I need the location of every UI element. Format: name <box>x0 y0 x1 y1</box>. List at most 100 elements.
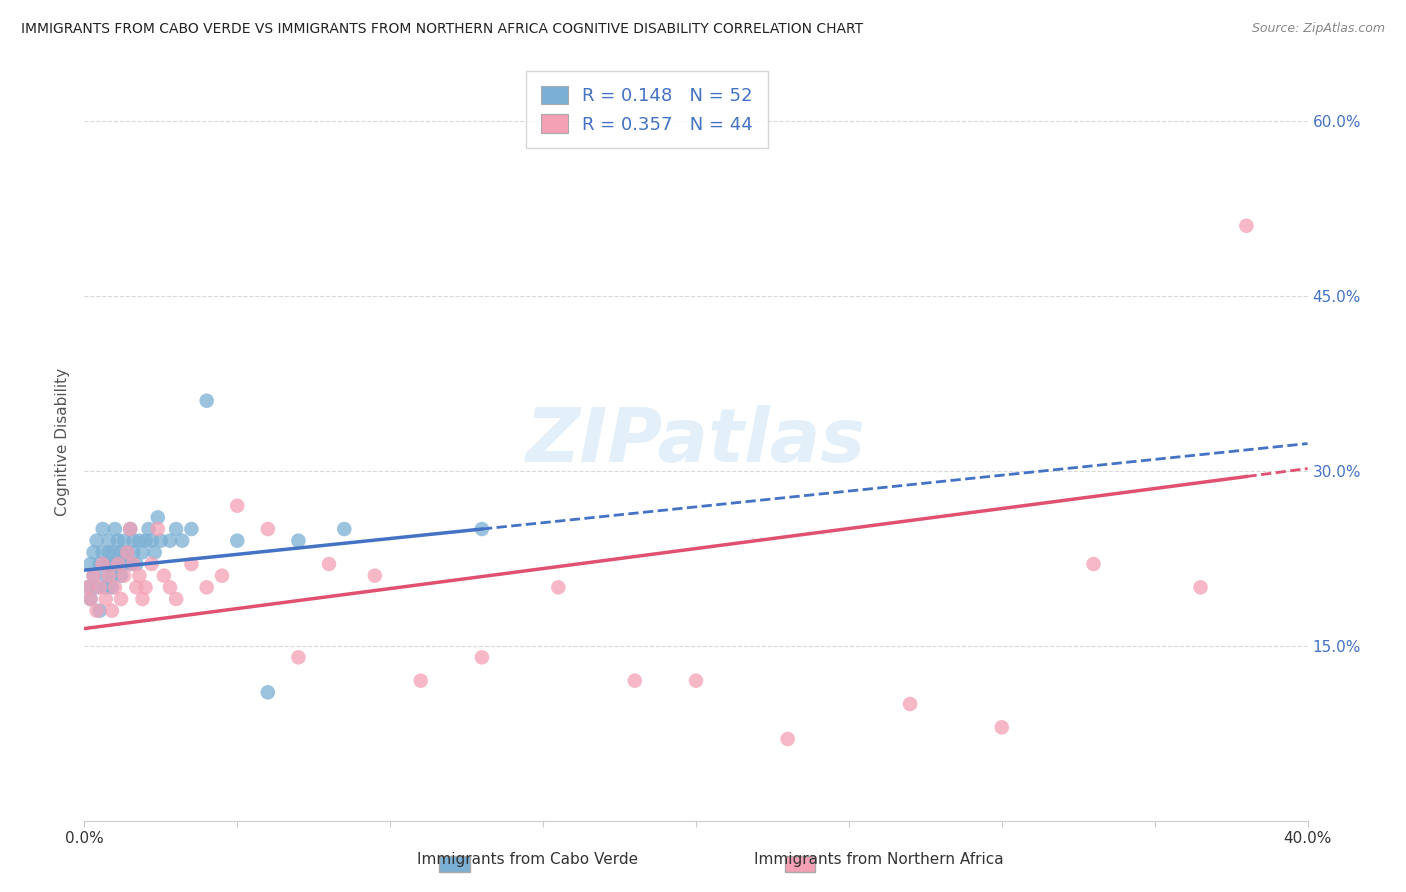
Point <box>110 545 132 559</box>
Point <box>79 592 101 607</box>
Point <box>110 592 132 607</box>
Point <box>101 580 124 594</box>
Point <box>76 580 98 594</box>
Legend: R = 0.148   N = 52, R = 0.357   N = 44: R = 0.148 N = 52, R = 0.357 N = 44 <box>526 71 768 148</box>
Point <box>333 522 356 536</box>
Point <box>89 580 111 594</box>
Point <box>143 545 166 559</box>
Point <box>547 580 569 594</box>
Text: ZIPatlas: ZIPatlas <box>526 405 866 478</box>
Point <box>409 673 432 688</box>
Point <box>318 557 340 571</box>
Text: Immigrants from Cabo Verde: Immigrants from Cabo Verde <box>416 852 638 867</box>
Point <box>172 533 194 548</box>
Point <box>94 557 117 571</box>
Point <box>125 580 148 594</box>
Point <box>107 533 129 548</box>
Point <box>149 533 172 548</box>
Point <box>101 568 124 582</box>
Point <box>79 592 101 607</box>
Point <box>94 568 117 582</box>
Point <box>115 545 138 559</box>
Point <box>83 568 105 582</box>
Point <box>110 568 132 582</box>
Point <box>165 592 187 607</box>
Point <box>115 545 138 559</box>
Point <box>128 533 150 548</box>
Point <box>94 580 117 594</box>
Point <box>1189 580 1212 594</box>
Point <box>89 557 111 571</box>
Point <box>112 568 135 582</box>
Point <box>89 604 111 618</box>
Point <box>122 545 145 559</box>
Text: Immigrants from Northern Africa: Immigrants from Northern Africa <box>754 852 1004 867</box>
Point <box>131 592 153 607</box>
Point <box>146 510 169 524</box>
Point <box>94 592 117 607</box>
Point <box>287 533 309 548</box>
Point <box>159 580 181 594</box>
Point <box>91 545 114 559</box>
Point <box>86 580 108 594</box>
Point <box>122 533 145 548</box>
Point <box>257 685 280 699</box>
Point <box>1083 557 1105 571</box>
Point <box>97 545 120 559</box>
Text: IMMIGRANTS FROM CABO VERDE VS IMMIGRANTS FROM NORTHERN AFRICA COGNITIVE DISABILI: IMMIGRANTS FROM CABO VERDE VS IMMIGRANTS… <box>21 22 863 37</box>
Point <box>122 557 145 571</box>
Point <box>97 557 120 571</box>
Point <box>120 522 142 536</box>
Point <box>107 557 129 571</box>
Point <box>153 568 176 582</box>
Point <box>898 697 921 711</box>
Y-axis label: Cognitive Disability: Cognitive Disability <box>55 368 70 516</box>
Point <box>97 533 120 548</box>
Point <box>76 580 98 594</box>
Point <box>135 533 157 548</box>
Point <box>180 557 202 571</box>
Point <box>79 557 101 571</box>
Point <box>97 568 120 582</box>
Point <box>624 673 647 688</box>
Point <box>83 545 105 559</box>
Point <box>86 604 108 618</box>
Point <box>112 533 135 548</box>
Point <box>125 557 148 571</box>
Point <box>159 533 181 548</box>
Point <box>138 522 160 536</box>
Point <box>112 557 135 571</box>
Point <box>104 580 127 594</box>
Point <box>131 545 153 559</box>
Point <box>471 522 494 536</box>
Point <box>226 533 249 548</box>
Point <box>128 568 150 582</box>
Point <box>146 522 169 536</box>
Point <box>107 557 129 571</box>
Point <box>471 650 494 665</box>
Point <box>195 393 218 408</box>
Point <box>211 568 233 582</box>
Point <box>287 650 309 665</box>
Point <box>685 673 707 688</box>
Point <box>101 604 124 618</box>
Point <box>165 522 187 536</box>
Point <box>1236 219 1258 233</box>
Point <box>104 545 127 559</box>
Point <box>135 580 157 594</box>
Point <box>120 522 142 536</box>
Point <box>91 522 114 536</box>
Point <box>91 557 114 571</box>
Point <box>104 557 127 571</box>
Point <box>141 557 163 571</box>
Point <box>364 568 387 582</box>
Point <box>180 522 202 536</box>
Point <box>257 522 280 536</box>
Text: Source: ZipAtlas.com: Source: ZipAtlas.com <box>1251 22 1385 36</box>
Point <box>86 533 108 548</box>
Point <box>195 580 218 594</box>
Point <box>991 720 1014 734</box>
Point <box>83 568 105 582</box>
Point <box>141 533 163 548</box>
Point <box>226 499 249 513</box>
